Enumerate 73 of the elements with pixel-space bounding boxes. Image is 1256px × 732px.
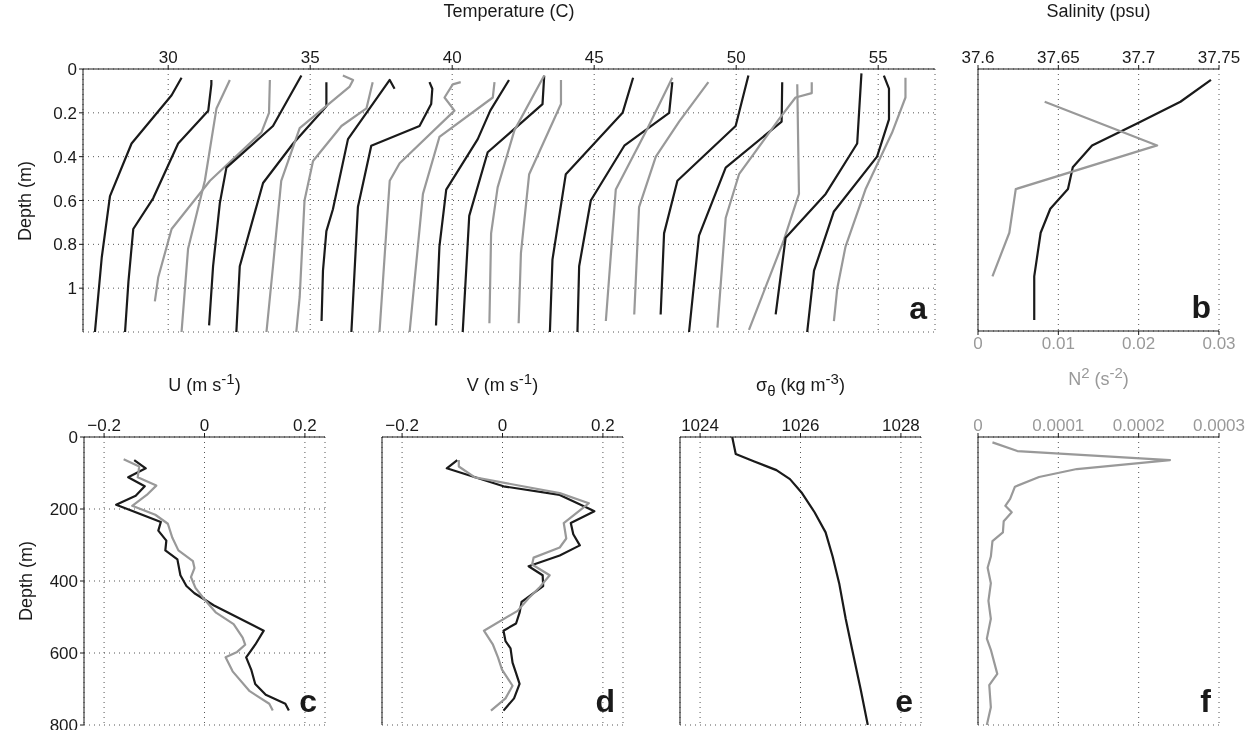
x-tick-label: 0 bbox=[497, 416, 508, 435]
line-series bbox=[295, 81, 374, 332]
y-tick-label: 1 bbox=[67, 279, 77, 299]
x-tick-label: 0.2 bbox=[293, 416, 317, 435]
line-series bbox=[716, 81, 813, 329]
line-series bbox=[488, 74, 546, 325]
y-axis-title: Depth (m) bbox=[14, 160, 36, 241]
x-tick-label: 1026 bbox=[781, 416, 820, 435]
y-tick-label: 0.2 bbox=[53, 103, 77, 123]
line-series bbox=[687, 81, 784, 332]
x-tick-label: 45 bbox=[584, 48, 604, 67]
x-tick-label: −0.2 bbox=[87, 416, 121, 435]
x-tick-label: 0.0003 bbox=[1193, 416, 1245, 435]
x2-tick-label: 37.75 bbox=[1197, 48, 1241, 67]
line-series bbox=[408, 81, 496, 332]
line-series bbox=[320, 78, 396, 323]
line-series bbox=[93, 76, 183, 332]
y-tick-label: 200 bbox=[49, 500, 78, 520]
x-tick-label: 30 bbox=[158, 48, 178, 67]
annotation: e bbox=[895, 683, 913, 719]
x-axis-title: Temperature (C) bbox=[442, 0, 576, 23]
x2-tick-label: 37.7 bbox=[1122, 48, 1156, 67]
x-tick-label: 35 bbox=[300, 48, 320, 67]
line-series bbox=[548, 76, 635, 332]
x-tick-label: 0.0001 bbox=[1032, 416, 1085, 435]
y-tick-label: 400 bbox=[49, 572, 78, 592]
x2-tick-label: 37.65 bbox=[1037, 48, 1080, 67]
annotation: f bbox=[1200, 683, 1211, 719]
x-tick-label: 0 bbox=[973, 334, 983, 354]
line-series bbox=[806, 74, 891, 332]
line-series bbox=[633, 81, 710, 316]
x-tick-label: 40 bbox=[442, 48, 462, 67]
line-series bbox=[350, 81, 434, 332]
x-axis-title: U (m s$^{-1}$) bbox=[167, 369, 242, 397]
line-series bbox=[378, 81, 462, 332]
line-series bbox=[208, 74, 303, 327]
line-series bbox=[774, 72, 863, 316]
line-series bbox=[576, 81, 674, 332]
x2-axis-title: Salinity (psu) bbox=[1045, 0, 1152, 23]
y-tick-label: 0.6 bbox=[53, 191, 77, 211]
line-series bbox=[659, 74, 750, 316]
x-tick-label: 55 bbox=[868, 48, 888, 67]
line-series bbox=[604, 76, 674, 323]
x-tick-label: 0.0002 bbox=[1112, 416, 1165, 435]
line-series bbox=[832, 76, 907, 323]
x-tick-label: 0.02 bbox=[1122, 334, 1156, 354]
x-tick-label: 0.2 bbox=[591, 416, 615, 435]
x-axis-title: σ$_{θ}$ (kg m$^{-3}$) bbox=[755, 369, 846, 401]
x-tick-label: 1028 bbox=[882, 416, 920, 435]
x-axis-title: N$^{2}$ (s$^{-2}$) bbox=[1067, 363, 1130, 391]
x2-tick-label: 37.6 bbox=[961, 48, 995, 67]
annotation: d bbox=[595, 683, 615, 719]
y-axis-title: Depth (m) bbox=[15, 540, 37, 622]
x-tick-label: 0 bbox=[199, 416, 210, 435]
line-series bbox=[235, 81, 328, 332]
line-series bbox=[265, 74, 355, 332]
annotation: c bbox=[299, 683, 317, 719]
x-tick-label: −0.2 bbox=[385, 416, 419, 435]
y-tick-label: 600 bbox=[49, 644, 78, 664]
x-tick-label: 50 bbox=[726, 48, 746, 67]
x-tick-label: 1024 bbox=[681, 416, 719, 435]
x-tick-label: 0 bbox=[973, 416, 983, 435]
y-tick-label: 0.4 bbox=[53, 147, 77, 167]
annotation: b bbox=[1191, 289, 1211, 325]
x-axis-title: V (m s$^{-1}$) bbox=[465, 369, 540, 397]
line-series bbox=[123, 78, 213, 332]
line-series bbox=[517, 78, 563, 325]
line-series bbox=[461, 74, 546, 332]
x-tick-label: 0.01 bbox=[1041, 334, 1075, 354]
y-tick-label: 0.8 bbox=[53, 235, 77, 255]
annotation: a bbox=[909, 290, 927, 326]
x-tick-label: 0.03 bbox=[1202, 334, 1236, 354]
line-series bbox=[434, 78, 511, 327]
